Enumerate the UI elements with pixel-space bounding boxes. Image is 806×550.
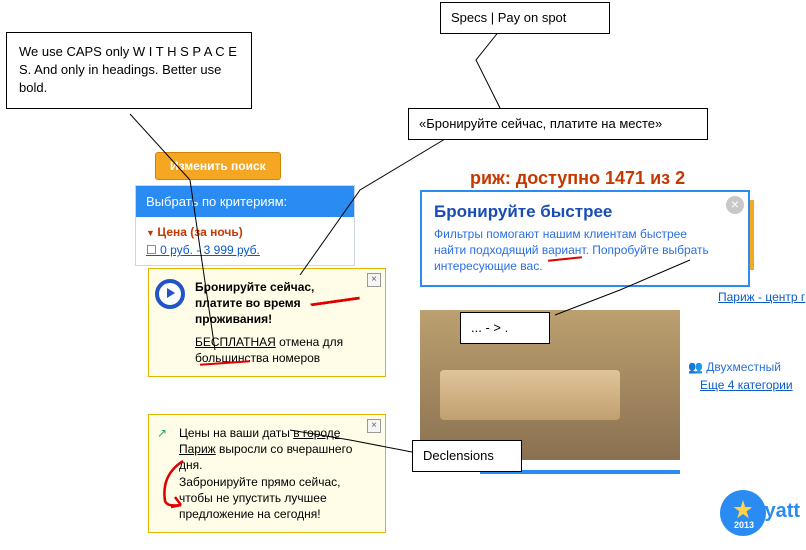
- more-categories-link[interactable]: Еще 4 категории: [700, 378, 793, 392]
- tip-prices-rose: × ↗ Цены на ваши даты в городе Париж выр…: [148, 414, 386, 533]
- badge-year: 2013: [734, 520, 754, 530]
- close-icon[interactable]: ×: [367, 419, 381, 433]
- tip2-line: Цены на ваши даты в городе: [179, 426, 340, 440]
- location-link[interactable]: Париж - центр г: [718, 290, 805, 304]
- tip-book-now: × Бронируйте сейчас, платите во время пр…: [148, 268, 386, 377]
- room-type-twin[interactable]: 👥 Двухместный: [688, 360, 781, 374]
- callout-quote: «Бронируйте сейчас, платите на месте»: [408, 108, 708, 140]
- popup-title: Бронируйте быстрее: [434, 202, 720, 222]
- filter-heading: Выбрать по критериям:: [136, 186, 354, 217]
- tip2-city: Париж выросли со вчерашнего дня.: [179, 442, 352, 472]
- results-title: риж: доступно 1471 из 2: [470, 168, 685, 189]
- close-icon[interactable]: ×: [367, 273, 381, 287]
- callout-declensions: Declensions: [412, 440, 522, 472]
- hotel-name[interactable]: Hyatt F: [750, 500, 806, 523]
- callout-caps-note: We use CAPS only W I T H S P A C E S. An…: [6, 32, 252, 109]
- hotel-photo[interactable]: [420, 310, 680, 460]
- tip1-free-word: БЕСПЛАТНАЯ: [195, 335, 276, 349]
- filter-panel: Выбрать по критериям: Цена (за ночь) 0 р…: [135, 185, 355, 266]
- callout-ellipsis: ... - > .: [460, 312, 550, 344]
- change-search-button[interactable]: Изменить поиск: [155, 152, 281, 180]
- clock-icon: [155, 279, 185, 309]
- trend-up-icon: ↗: [157, 425, 167, 441]
- popup-text: Фильтры помогают нашим клиентам быстрее …: [434, 226, 720, 275]
- fast-booking-popup: × Бронируйте быстрее Фильтры помогают на…: [420, 190, 750, 287]
- price-section-label[interactable]: Цена (за ночь): [146, 225, 344, 239]
- price-option[interactable]: 0 руб. - 3 999 руб.: [146, 243, 344, 257]
- close-icon[interactable]: ×: [726, 196, 744, 214]
- tip2-cta: Забронируйте прямо сейчас, чтобы не упус…: [179, 475, 341, 521]
- callout-specs: Specs | Pay on spot: [440, 2, 610, 34]
